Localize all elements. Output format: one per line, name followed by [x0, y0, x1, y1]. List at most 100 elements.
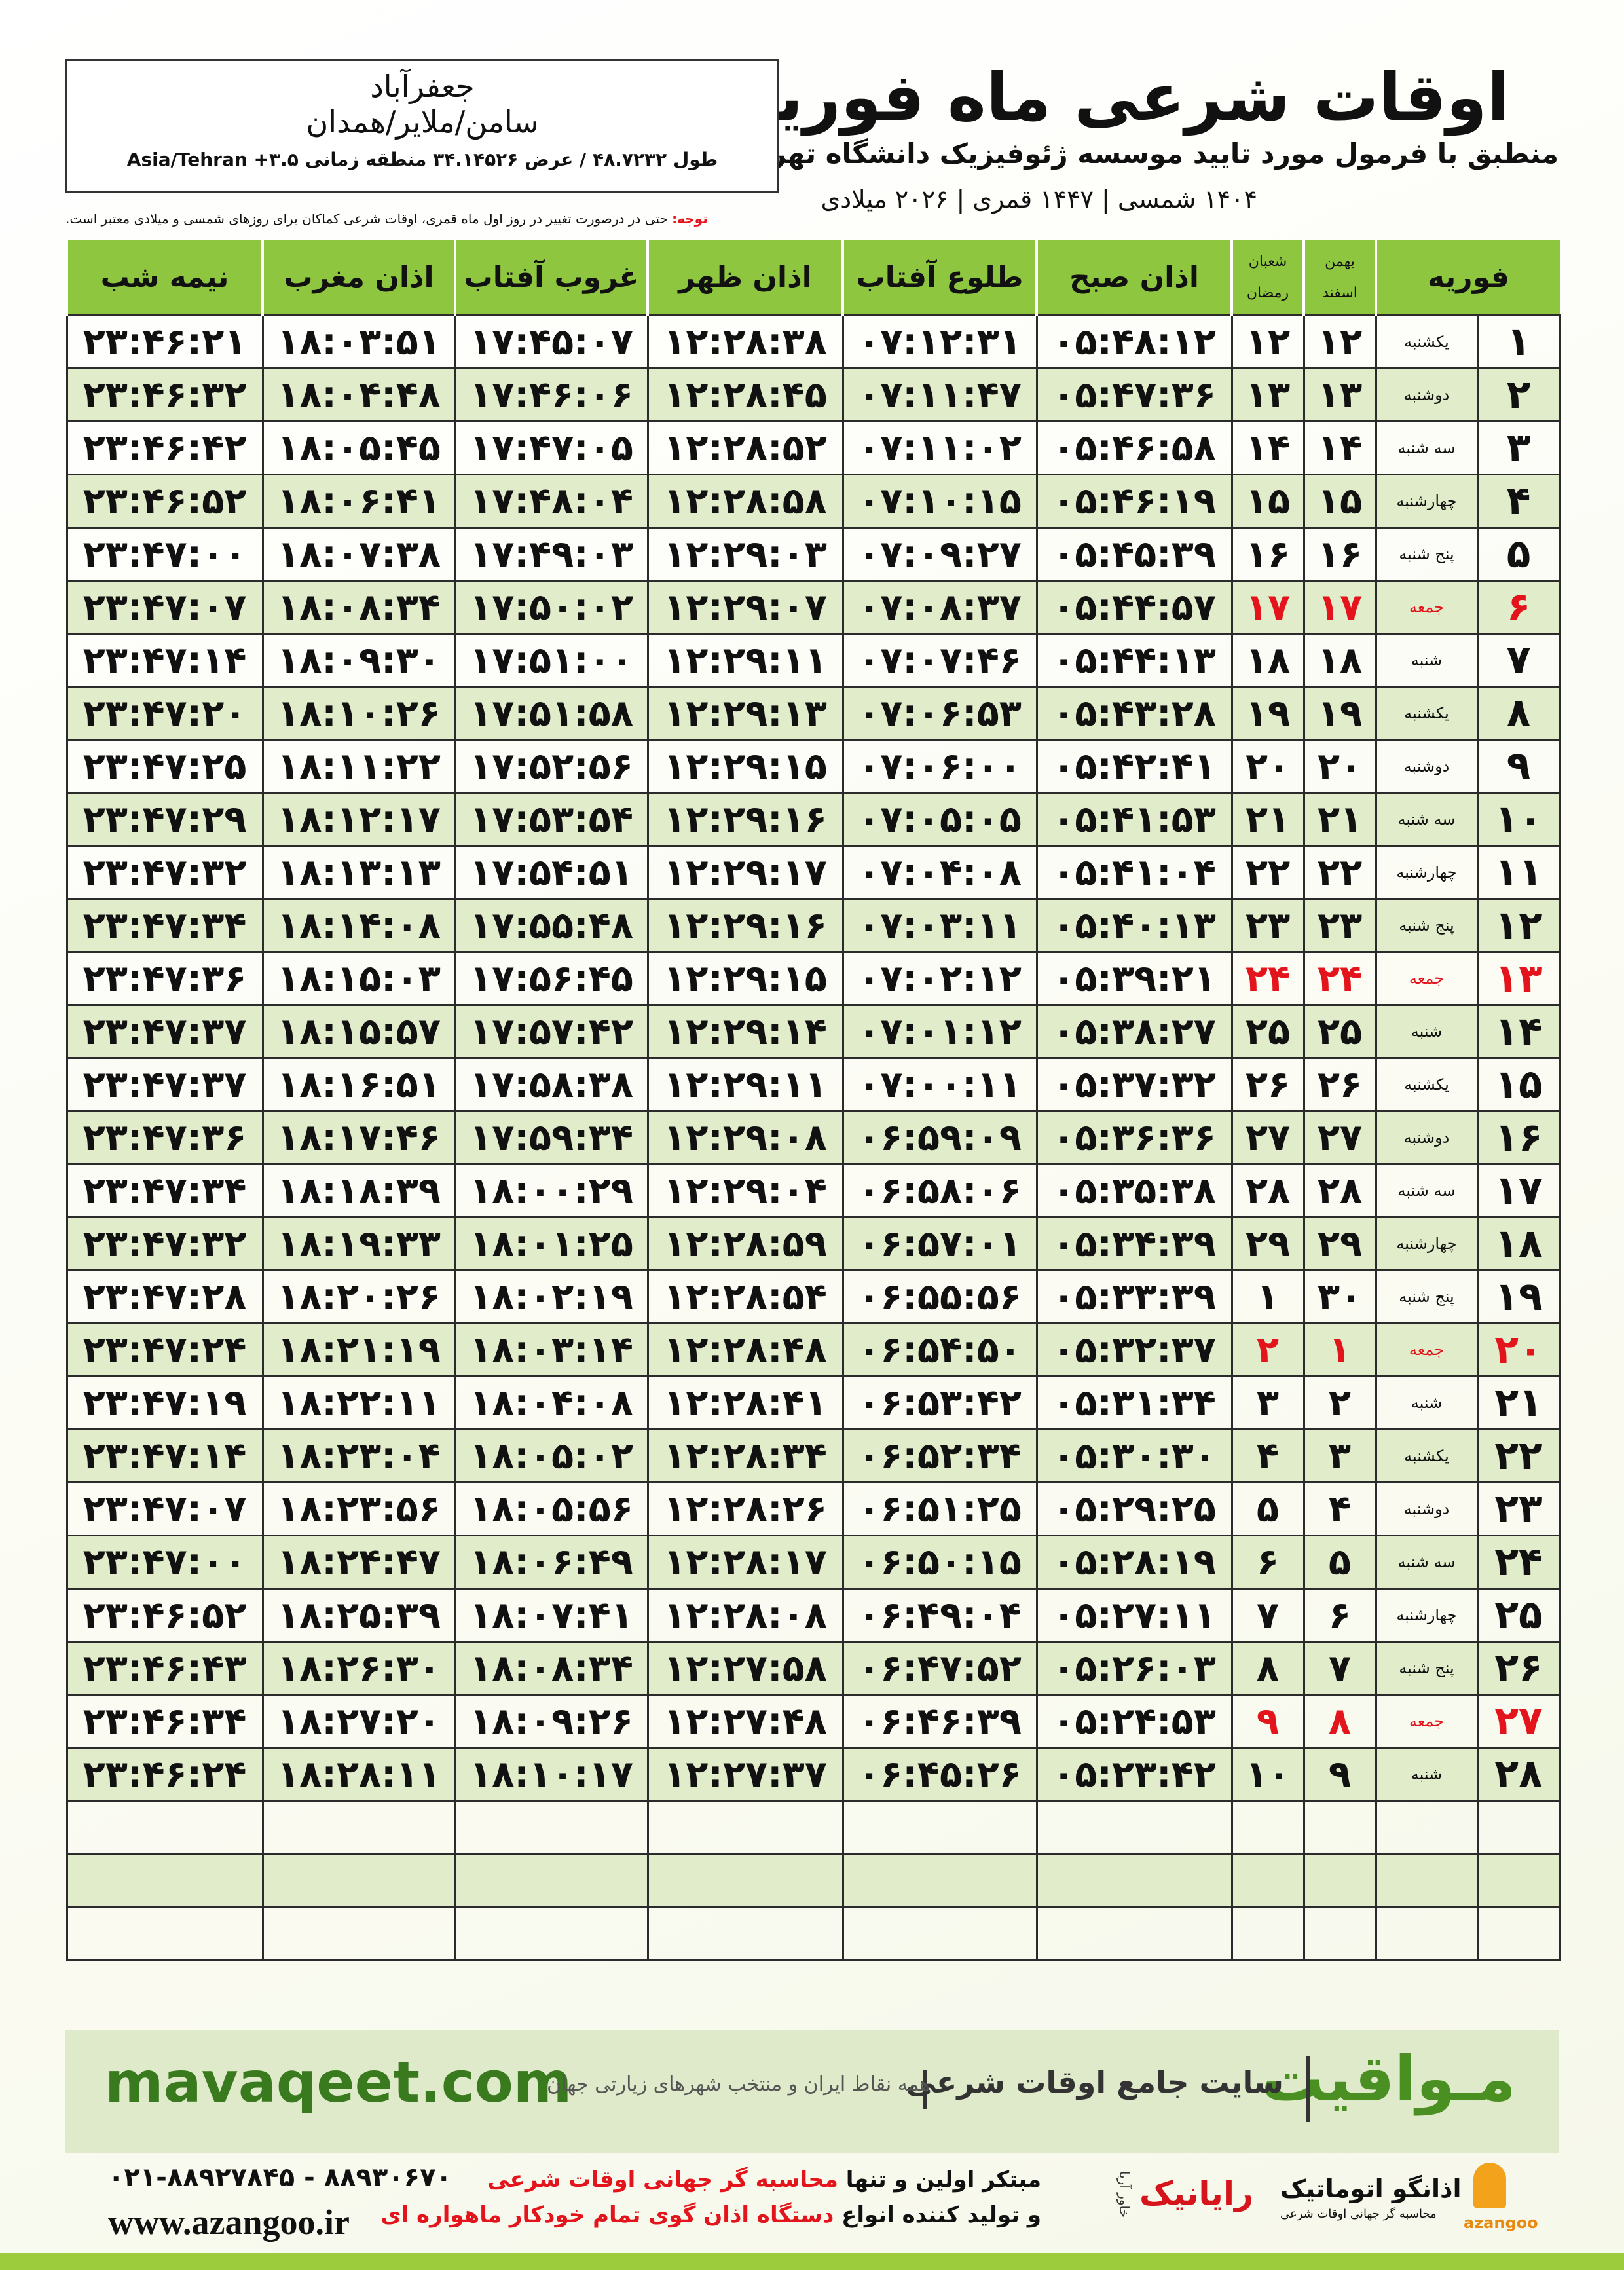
time-cell: ۱۲:۲۷:۴۸ [646, 1694, 844, 1749]
time-cell: ۰۵:۴۷:۳۶ [1035, 367, 1233, 422]
time-cell: ۰۵:۴۲:۴۱ [1035, 739, 1233, 794]
date-cell: ۲۲ [1230, 845, 1305, 900]
text: مبتکر اولین و تنها [845, 2167, 1041, 2193]
time-cell: ۰۵:۲۴:۵۳ [1035, 1694, 1233, 1749]
weekday-cell: سه شنبه [1375, 1535, 1479, 1590]
column-header: طلوع آفتاب [841, 240, 1037, 316]
time-cell: ۰۶:۴۷:۵۲ [841, 1641, 1038, 1696]
weekday-cell: دوشنبه [1375, 1110, 1479, 1165]
column-header: فوریه [1375, 240, 1560, 316]
date-cell: ۲۰ [1230, 739, 1305, 794]
weekday-cell: پنج شنبه [1375, 527, 1479, 582]
logo: رایانیک [1139, 2174, 1253, 2212]
dates: ۱۴۰۴ شمسی | ۱۴۴۷ قمری | ۲۰۲۶ میلادی [821, 185, 1257, 214]
empty-cell [65, 1853, 264, 1908]
empty-row [65, 1853, 1561, 1908]
time-cell: ۰۶:۵۵:۵۶ [841, 1269, 1038, 1324]
time-cell: ۰۵:۳۹:۲۱ [1035, 951, 1233, 1006]
table-row: ۲۵ چهارشنبه ۶ ۷ ۰۵:۲۷:۱۱ ۰۶:۴۹:۰۴ ۱۲:۲۸:۰۸ ۱۸:۰… [65, 1588, 1561, 1643]
time-cell: ۱۸:۰۳:۵۱ [261, 314, 456, 369]
weekday-cell: دوشنبه [1375, 739, 1479, 794]
table-row: ۶ جمعه ۱۷ ۱۷ ۰۵:۴۴:۵۷ ۰۷:۰۸:۳۷ ۱۲:۲۹:۰۷ ۱۷:۵۰:۰… [65, 580, 1561, 635]
date-cell: ۳ [1230, 1375, 1305, 1430]
empty-cell [454, 1853, 649, 1908]
day-cell: ۱۶ [1476, 1110, 1561, 1165]
time-cell: ۱۲:۲۹:۱۵ [646, 951, 844, 1006]
location-box: جعفرآباد سامن/ملایر/همدان طول ۴۸.۷۲۳۲ / … [65, 59, 779, 193]
time-cell: ۱۸:۱۷:۴۶ [261, 1110, 456, 1165]
time-cell: ۲۳:۴۷:۰۷ [65, 1481, 264, 1536]
note-label: توجه: [672, 211, 708, 227]
weekday-cell: یکشنبه [1375, 686, 1479, 741]
date-cell: ۱۹ [1230, 686, 1305, 741]
date-cell: ۲۲ [1302, 845, 1377, 900]
time-cell: ۲۳:۴۷:۲۹ [65, 792, 264, 847]
empty-row [65, 1906, 1561, 1961]
time-cell: ۱۸:۲۵:۳۹ [261, 1588, 456, 1643]
day-cell: ۶ [1476, 580, 1561, 635]
time-cell: ۲۳:۴۶:۵۲ [65, 474, 264, 529]
empty-cell [646, 1853, 844, 1908]
time-cell: ۱۲:۲۸:۴۵ [646, 367, 844, 422]
date-cell: ۲۷ [1302, 1110, 1377, 1165]
empty-cell [1476, 1906, 1561, 1961]
weekday-cell: یکشنبه [1375, 1057, 1479, 1112]
weekday-cell: جمعه [1375, 1694, 1479, 1749]
date-cell: ۴ [1230, 1428, 1305, 1483]
text: محاسبه گر جهانی اوقات شرعی [487, 2167, 838, 2193]
date-cell: ۱۷ [1302, 580, 1377, 635]
time-cell: ۱۷:۴۸:۰۴ [454, 474, 649, 529]
time-cell: ۱۸:۱۸:۳۹ [261, 1163, 456, 1218]
date-cell: ۱۳ [1230, 367, 1305, 422]
prayer-table: فوریه بهمن اسفند شعبان رمضان اذان صبح طلوع آفت… [65, 240, 1561, 1961]
empty-cell [646, 1800, 844, 1855]
time-cell: ۲۳:۴۶:۲۴ [65, 1747, 264, 1802]
time-cell: ۲۳:۴۷:۳۷ [65, 1057, 264, 1112]
date-cell: ۲۵ [1230, 1004, 1305, 1059]
website[interactable]: mavaqeet.com [105, 2050, 572, 2115]
time-cell: ۰۷:۰۴:۰۸ [841, 845, 1038, 900]
table-row: ۲۱ شنبه ۲ ۳ ۰۵:۳۱:۳۴ ۰۶:۵۳:۴۲ ۱۲:۲۸:۴۱ ۱۸:۰۴:۰۸… [65, 1375, 1561, 1430]
time-cell: ۰۵:۴۵:۳۹ [1035, 527, 1233, 582]
title: اوقات شرعی ماه فوریه [739, 59, 1509, 136]
time-cell: ۲۳:۴۶:۲۱ [65, 314, 264, 369]
table-row: ۱۲ پنج شنبه ۲۳ ۲۳ ۰۵:۴۰:۱۳ ۰۷:۰۳:۱۱ ۱۲:۲۹:۱۶ ۱۷… [65, 898, 1561, 953]
weekday-cell: چهارشنبه [1375, 1216, 1479, 1271]
table-row: ۲۶ پنج شنبه ۷ ۸ ۰۵:۲۶:۰۳ ۰۶:۴۷:۵۲ ۱۲:۲۷:۵۸ ۱۸:۰… [65, 1641, 1561, 1696]
date-cell: ۹ [1302, 1747, 1377, 1802]
time-cell: ۱۷:۵۲:۵۶ [454, 739, 649, 794]
time-cell: ۰۶:۵۹:۰۹ [841, 1110, 1038, 1165]
empty-cell [261, 1906, 456, 1961]
day-cell: ۱۸ [1476, 1216, 1561, 1271]
note-text: حتی در درصورت تغییر در روز اول ماه قمری،… [65, 211, 668, 227]
time-cell: ۱۲:۲۹:۱۳ [646, 686, 844, 741]
day-cell: ۲۲ [1476, 1428, 1561, 1483]
time-cell: ۲۳:۴۷:۳۶ [65, 1110, 264, 1165]
time-cell: ۱۸:۰۸:۳۴ [261, 580, 456, 635]
time-cell: ۲۳:۴۷:۰۰ [65, 1535, 264, 1590]
date-cell: ۳۰ [1302, 1269, 1377, 1324]
time-cell: ۲۳:۴۷:۰۰ [65, 527, 264, 582]
brand: مـواقیت [1261, 2042, 1516, 2115]
table-row: ۳ سه شنبه ۱۴ ۱۴ ۰۵:۴۶:۵۸ ۰۷:۱۱:۰۲ ۱۲:۲۸:۵۲ ۱۷:۴… [65, 420, 1561, 475]
day-cell: ۱۹ [1476, 1269, 1561, 1324]
weekday-cell: دوشنبه [1375, 1481, 1479, 1536]
date-cell: ۱۴ [1302, 420, 1377, 475]
time-cell: ۰۵:۳۳:۳۹ [1035, 1269, 1233, 1324]
time-cell: ۱۸:۰۶:۴۹ [454, 1535, 649, 1590]
url[interactable]: www.azangoo.ir [108, 2203, 350, 2242]
weekday-cell: شنبه [1375, 1375, 1479, 1430]
weekday-cell: جمعه [1375, 1322, 1479, 1377]
date-cell: ۱۵ [1230, 474, 1305, 529]
date-cell: ۲ [1302, 1375, 1377, 1430]
date-cell: ۲۹ [1302, 1216, 1377, 1271]
time-cell: ۲۳:۴۷:۰۷ [65, 580, 264, 635]
time-cell: ۲۳:۴۶:۴۳ [65, 1641, 264, 1696]
subtitle: منطبق با فرمول مورد تایید موسسه ژئوفیزیک… [737, 138, 1559, 170]
date-cell: ۶ [1230, 1535, 1305, 1590]
date-cell: ۲۸ [1302, 1163, 1377, 1218]
time-cell: ۰۷:۰۰:۱۱ [841, 1057, 1038, 1112]
empty-cell [841, 1853, 1038, 1908]
weekday-cell: جمعه [1375, 580, 1479, 635]
time-cell: ۱۸:۱۰:۱۷ [454, 1747, 649, 1802]
